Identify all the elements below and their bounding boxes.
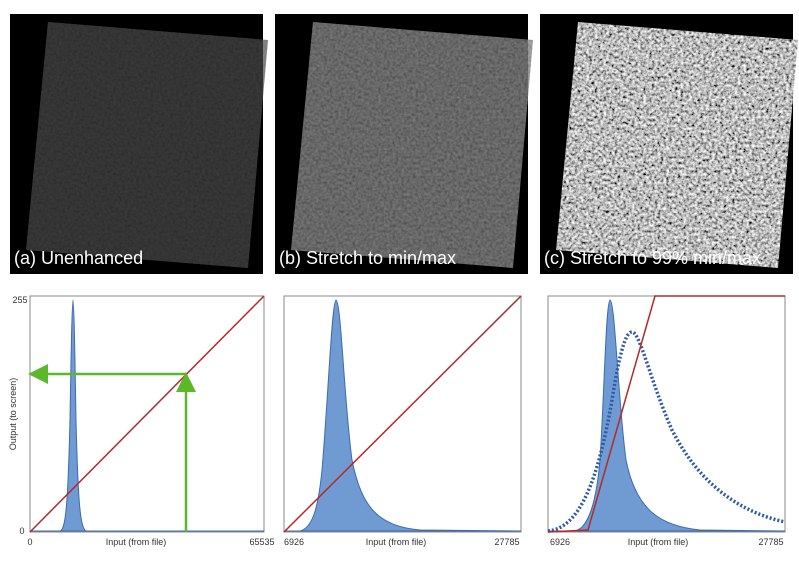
panel-b: (b) Stretch to min/max (275, 14, 533, 274)
y-label: Output (to screen) (8, 378, 18, 451)
x-min: 6926 (284, 537, 304, 547)
histogram (30, 299, 264, 532)
y-min: 0 (19, 526, 24, 536)
x-label: Input (from file) (106, 537, 167, 547)
stretched-histogram (547, 330, 786, 533)
x-min: 6926 (550, 537, 570, 547)
stretch-line (29, 295, 265, 533)
caption: (a) Unenhanced (14, 248, 143, 268)
stretch-line (547, 295, 785, 533)
panel-c: (c) Stretch to 99% min/max (540, 14, 798, 274)
plot-b: 6926 Input (from file) 27785 (283, 295, 522, 547)
caption: (b) Stretch to min/max (279, 248, 456, 268)
x-label: Input (from file) (628, 537, 689, 547)
x-label: Input (from file) (366, 537, 427, 547)
x-min: 0 (27, 537, 32, 547)
x-max: 27785 (758, 537, 783, 547)
x-max: 27785 (494, 537, 519, 547)
stretch-line (283, 295, 522, 533)
plot-a: 255 0 Output (to screen) 0 Input (from f… (8, 295, 275, 547)
histogram (548, 299, 786, 532)
y-max: 255 (12, 295, 27, 305)
caption: (c) Stretch to 99% min/max (544, 248, 761, 268)
x-max: 65535 (249, 537, 274, 547)
panel-a: (a) Unenhanced (10, 14, 268, 274)
plot-c: 6926 Input (from file) 27785 (547, 295, 786, 547)
